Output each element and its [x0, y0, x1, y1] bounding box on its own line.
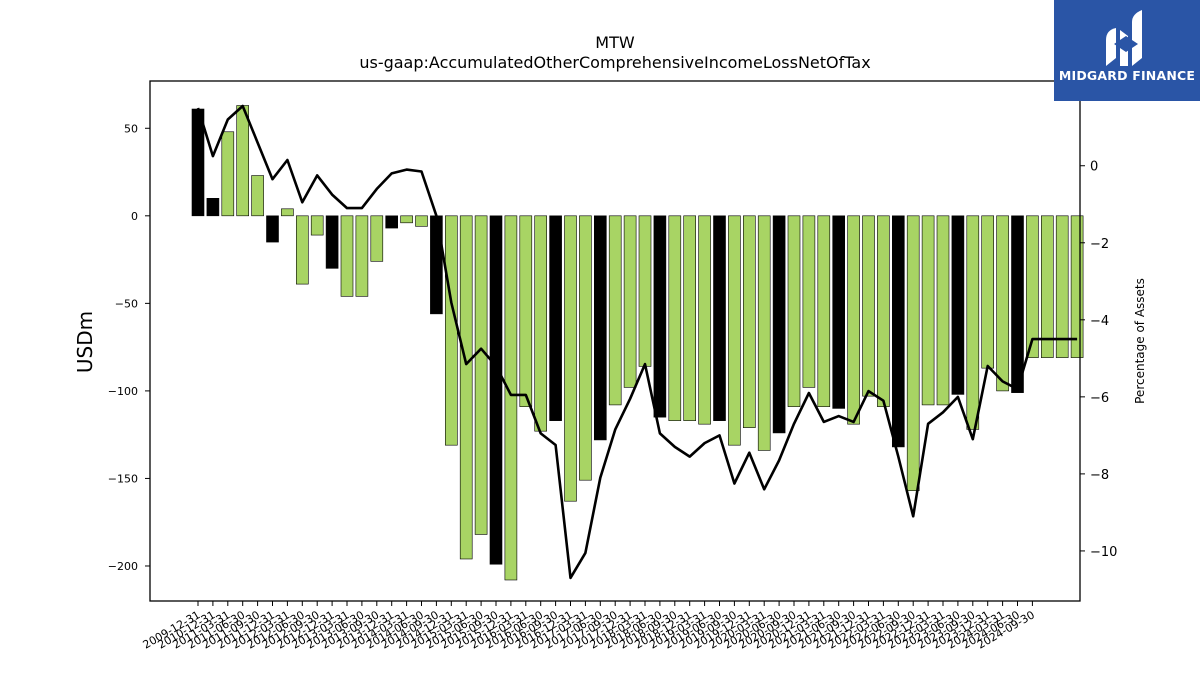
bar-2020-12-31: [847, 215, 860, 425]
y-tick-label: 50: [124, 122, 138, 135]
bar-2016-03-31: [564, 215, 577, 502]
bar-2024-09-30: [1070, 215, 1084, 358]
bar-2022-03-31: [921, 215, 935, 406]
chart-title: MTW: [595, 33, 635, 52]
bar-2021-12-31: [906, 215, 920, 491]
bar-2013-09-30: [415, 215, 428, 227]
chart-subtitle: us-gaap:AccumulatedOtherComprehensiveInc…: [359, 53, 870, 72]
brand-name: MIDGARD FINANCE: [1058, 68, 1196, 83]
bar-2010-06-30: [221, 131, 235, 217]
bar-2016-09-30: [593, 215, 607, 441]
bars-layer: [191, 105, 1084, 581]
bar-2020-09-30: [832, 215, 846, 409]
bar-2011-12-31: [310, 215, 324, 236]
bar-2015-12-31: [549, 215, 562, 421]
bar-2014-03-31: [444, 215, 458, 446]
y2-tick-label: −2: [1090, 237, 1109, 252]
bar-2023-12-31: [1026, 215, 1039, 358]
bar-2012-09-30: [355, 215, 369, 297]
bar-2013-12-31: [430, 215, 443, 315]
left-axis: −200 −150 −100 −50 0 50: [108, 122, 150, 573]
y2-tick-label: 0: [1090, 160, 1098, 175]
bar-2011-03-31: [266, 215, 279, 243]
x-axis: 2009-12-312010-12-312011-03-312011-06-30…: [141, 601, 1037, 652]
y-tick-label: 0: [131, 210, 138, 223]
y2-tick-label: −4: [1090, 314, 1109, 329]
bar-2018-12-31: [728, 215, 741, 446]
y-axis-label: USDm: [73, 311, 97, 373]
bar-2010-09-30: [236, 105, 249, 217]
bar-2023-09-30: [1011, 215, 1024, 393]
bar-2017-06-30: [638, 215, 652, 367]
bar-2017-09-30: [653, 215, 667, 418]
bar-2013-03-31: [385, 215, 399, 229]
bar-2018-06-30: [698, 215, 711, 425]
bar-2015-03-31: [504, 215, 518, 581]
bar-2013-06-30: [400, 215, 413, 224]
bar-2022-12-31: [966, 215, 980, 430]
bar-2019-03-31: [742, 215, 756, 428]
bar-2016-12-31: [608, 215, 622, 406]
bar-2017-03-31: [623, 215, 637, 388]
bar-2017-12-31: [668, 215, 682, 421]
bar-2019-09-30: [772, 215, 786, 434]
bar-2010-12-31: [251, 175, 264, 217]
bar-2014-12-31: [489, 215, 503, 565]
bar-2018-03-31: [683, 215, 697, 421]
midgard-logo-icon: [1106, 10, 1142, 66]
bar-2024-03-31: [1041, 215, 1054, 358]
y2-tick-label: −8: [1090, 468, 1109, 483]
y-tick-label: −50: [115, 297, 138, 310]
line-layer: [196, 104, 1078, 580]
bar-2011-06-30: [281, 208, 294, 217]
bar-2012-06-30: [340, 215, 354, 297]
bar-2016-06-30: [579, 215, 592, 481]
bar-2015-06-30: [519, 215, 533, 407]
bar-2020-06-30: [817, 215, 831, 407]
bar-2010-03-31: [206, 198, 220, 217]
y2-axis-label: Percentage of Assets: [1133, 278, 1147, 404]
bar-2021-03-31: [862, 215, 875, 397]
percentage-line: [196, 104, 1078, 580]
y-tick-label: −200: [108, 560, 138, 573]
bar-2019-12-31: [787, 215, 801, 407]
bar-2021-06-30: [877, 215, 890, 407]
bar-2021-09-30: [891, 215, 905, 448]
y-tick-label: −150: [108, 472, 138, 485]
y2-tick-label: −6: [1090, 391, 1109, 406]
y2-tick-label: −10: [1090, 545, 1117, 560]
bar-2018-09-30: [713, 215, 726, 421]
y-tick-label: −100: [108, 385, 138, 398]
bar-2015-09-30: [534, 215, 548, 432]
bar-2022-06-30: [936, 215, 950, 406]
bar-2023-03-31: [981, 215, 995, 369]
bar-2012-12-31: [370, 215, 384, 262]
bar-2012-03-31: [325, 215, 339, 269]
bar-2020-03-31: [802, 215, 816, 388]
bar-2024-06-30: [1055, 215, 1069, 358]
right-axis: −10 −8 −6 −4 −2 0: [1080, 160, 1117, 560]
bar-2014-06-30: [459, 215, 473, 560]
bar-2022-09-30: [951, 215, 965, 395]
bar-2019-06-30: [757, 215, 771, 451]
bar-2011-09-30: [295, 215, 309, 285]
brand-logo: MIDGARD FINANCE: [1054, 0, 1200, 101]
bar-2023-06-30: [996, 215, 1009, 392]
bar-2014-09-30: [474, 215, 488, 535]
